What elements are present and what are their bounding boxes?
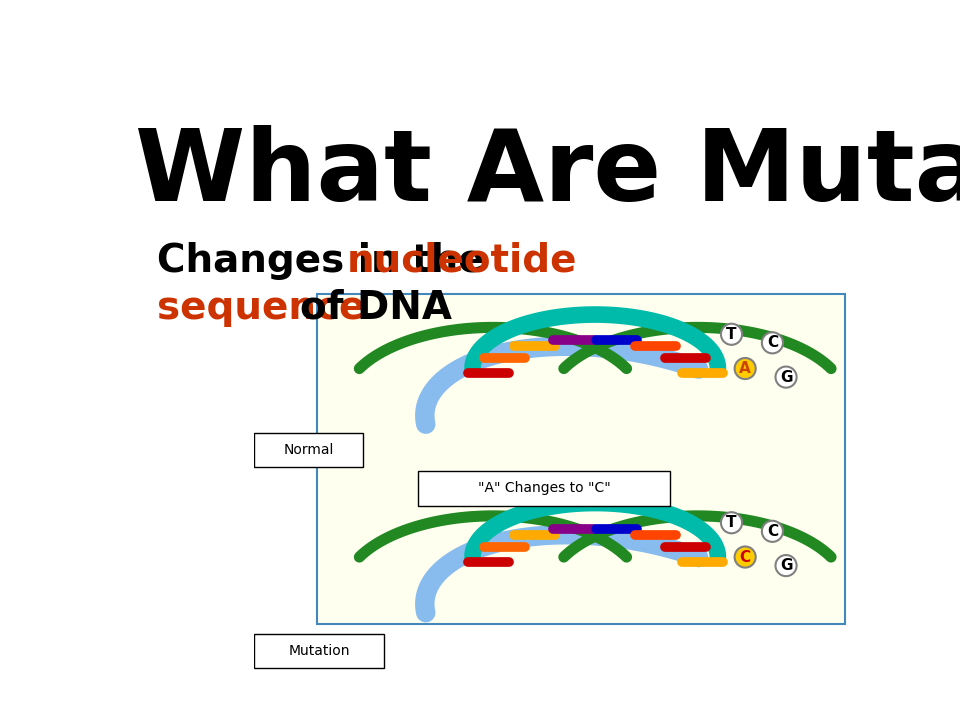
Text: T: T (727, 327, 736, 342)
Text: C: C (767, 336, 778, 351)
Text: T: T (727, 516, 736, 530)
Text: Normal: Normal (284, 443, 334, 457)
Text: Mutation: Mutation (288, 644, 349, 658)
Text: C: C (739, 549, 751, 564)
Text: A: A (739, 361, 751, 376)
Text: G: G (780, 369, 792, 384)
FancyBboxPatch shape (254, 433, 364, 467)
FancyBboxPatch shape (254, 634, 384, 668)
Text: of DNA: of DNA (273, 289, 451, 327)
Text: G: G (780, 558, 792, 573)
Text: C: C (767, 524, 778, 539)
Text: Changes in the: Changes in the (157, 242, 498, 279)
FancyBboxPatch shape (418, 472, 670, 505)
FancyBboxPatch shape (317, 294, 846, 624)
Text: What Are Mutations?: What Are Mutations? (134, 125, 960, 222)
Text: "A" Changes to "C": "A" Changes to "C" (478, 482, 611, 495)
Text: sequence: sequence (157, 289, 366, 327)
Text: nucleotide: nucleotide (347, 242, 577, 279)
